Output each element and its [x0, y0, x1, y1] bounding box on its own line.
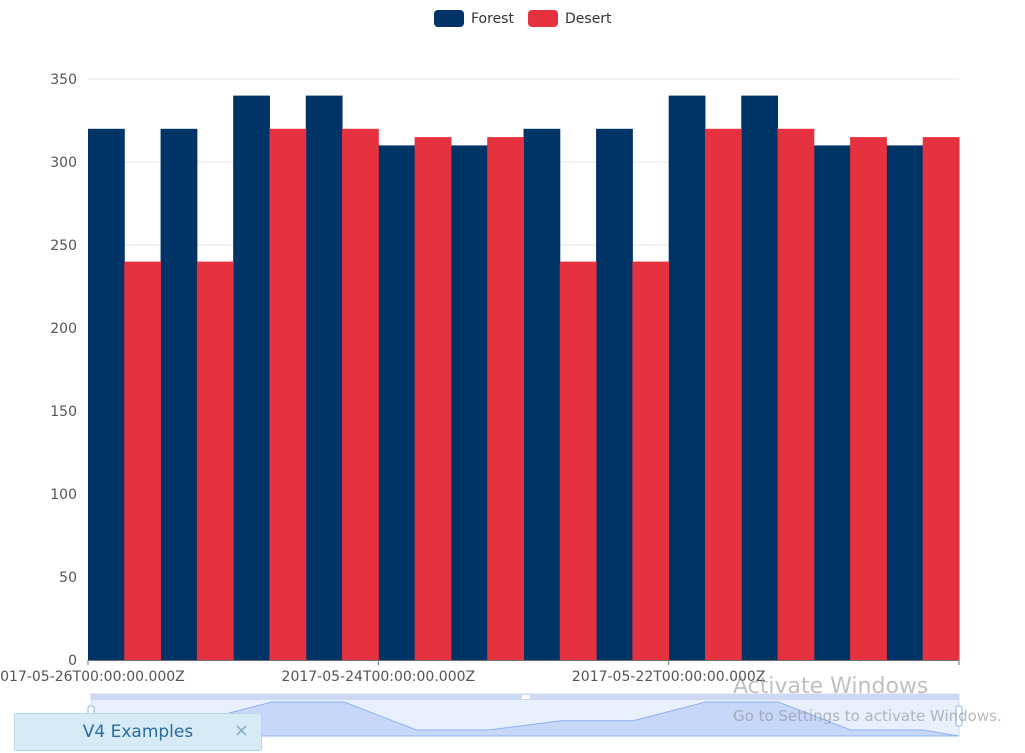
y-tick-label: 300 — [50, 155, 77, 171]
bar-desert — [922, 137, 960, 661]
bar-desert — [342, 128, 379, 661]
bar-forest — [668, 95, 706, 661]
legend-swatch-forest[interactable] — [434, 10, 464, 27]
legend[interactable]: Forest Desert — [434, 10, 612, 27]
zoom-move-handle[interactable] — [522, 695, 530, 699]
bar-forest — [233, 95, 270, 661]
bar-forest — [523, 128, 561, 661]
activate-windows-subtitle: Go to Settings to activate Windows. — [733, 707, 1002, 725]
bar-forest — [741, 95, 779, 661]
legend-swatch-desert[interactable] — [528, 10, 558, 27]
legend-label-forest[interactable]: Forest — [471, 11, 514, 27]
examples-label[interactable]: V4 Examples — [82, 722, 194, 742]
y-tick-label: 0 — [68, 653, 77, 669]
bar-forest — [88, 128, 125, 661]
y-tick-label: 150 — [50, 404, 77, 420]
bar-forest — [596, 128, 633, 661]
bar-forest — [886, 145, 924, 660]
bars — [88, 95, 960, 661]
activate-windows-title: Activate Windows — [733, 674, 929, 699]
y-tick-label: 350 — [50, 72, 77, 88]
bar-desert — [850, 137, 887, 661]
bar-desert — [269, 128, 307, 661]
bar-desert — [777, 128, 815, 661]
bar-desert — [632, 261, 670, 660]
legend-label-desert[interactable]: Desert — [565, 11, 612, 27]
bar-forest — [813, 145, 851, 660]
y-tick-label: 200 — [50, 321, 77, 337]
bar-desert — [559, 261, 597, 660]
x-tick-label: 2017-05-22T00:00:00.000Z — [572, 669, 766, 685]
bar-forest — [378, 145, 416, 660]
bar-desert — [196, 261, 234, 660]
x-tick-label: 2017-05-26T00:00:00.000Z — [0, 669, 185, 685]
y-tick-label: 50 — [59, 570, 77, 586]
close-icon[interactable]: × — [233, 720, 249, 741]
zoom-handle-right[interactable] — [955, 705, 963, 727]
bar-desert — [487, 137, 524, 661]
bar-desert — [124, 261, 162, 660]
y-tick-label: 100 — [50, 487, 77, 503]
bar-forest — [450, 145, 488, 660]
bar-forest — [305, 95, 343, 661]
bar-desert — [414, 137, 452, 661]
y-tick-label: 250 — [50, 238, 77, 254]
x-tick-label: 2017-05-24T00:00:00.000Z — [282, 669, 476, 685]
bar-desert — [704, 128, 742, 661]
axes: 0 50 100 150 200 250 300 350 2017-05-26T00:00:00… — [0, 72, 960, 685]
bar-forest — [160, 128, 198, 661]
examples-chip[interactable]: V4 Examples × — [14, 713, 262, 751]
